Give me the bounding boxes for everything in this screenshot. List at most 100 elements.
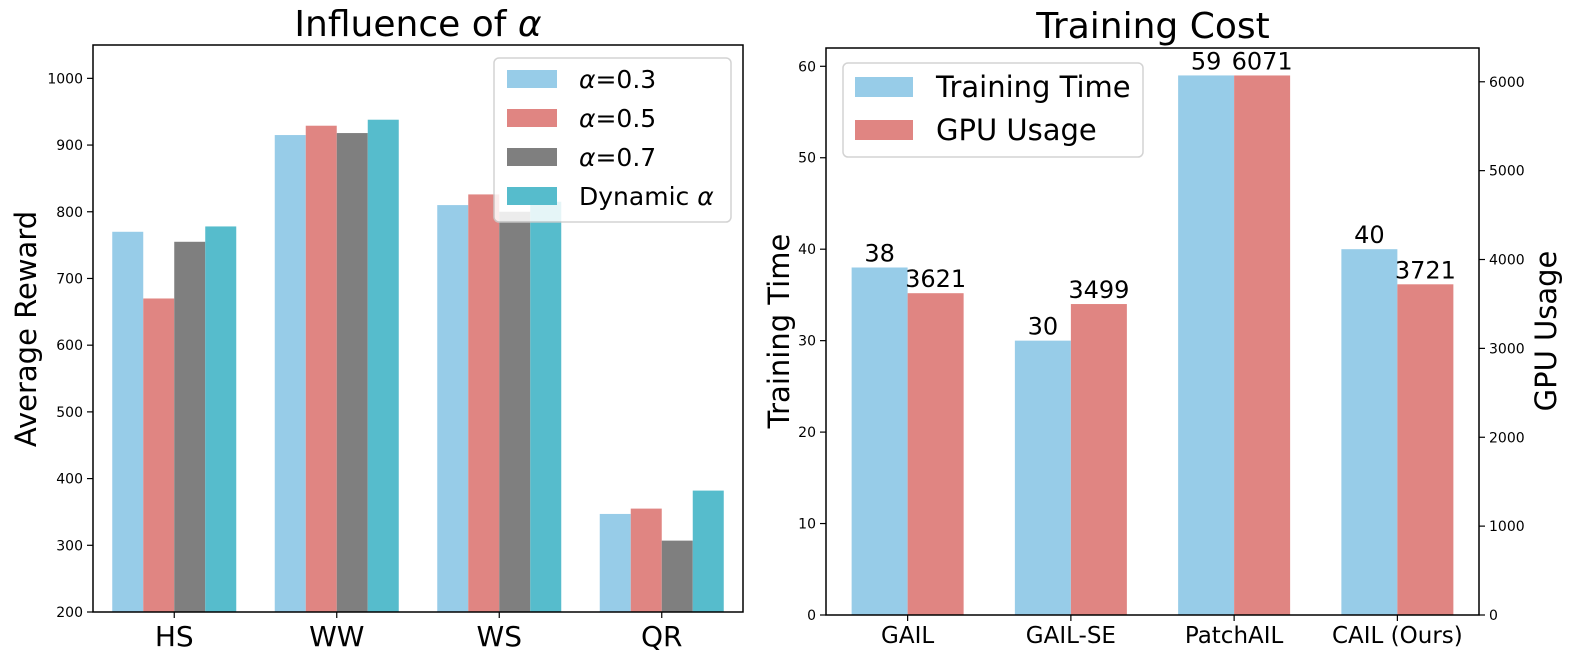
x-tick-label-gail-se: GAIL-SE bbox=[1026, 623, 1116, 649]
y-axis-label-left: Training Time bbox=[762, 234, 796, 430]
bar-gail-gpu-usage: GPU Usage / GAIL: 3621 bbox=[907, 293, 964, 615]
legend-swatch-training-time bbox=[855, 77, 913, 97]
legend-label-dynamic: Dynamic α bbox=[579, 182, 714, 211]
y-tick-label-right: 6000 bbox=[1489, 75, 1525, 91]
y-tick-label: 0 bbox=[807, 608, 816, 624]
legend-frame bbox=[842, 62, 1144, 158]
plot-frame bbox=[825, 47, 1480, 616]
legend-label-0-7: α=0.7 bbox=[579, 143, 656, 172]
y-tick-label-right: 4000 bbox=[1489, 253, 1525, 269]
data-label-gail-training-time: 38 bbox=[864, 239, 895, 267]
y-tick-label: 40 bbox=[798, 242, 816, 258]
y-tick-label: 10 bbox=[798, 517, 816, 533]
bar-gail-se-gpu-usage: GPU Usage / GAIL-SE: 3499 bbox=[1070, 304, 1127, 615]
legend-label-symbol: α bbox=[579, 65, 596, 94]
y-tick-label: 300 bbox=[56, 538, 83, 554]
x-ticks: GAIL GAIL-SE PatchAIL CAIL (Ours) bbox=[881, 615, 1463, 649]
x-tick-label-cail-ours: CAIL (Ours) bbox=[1332, 623, 1463, 649]
bar-patchail-training-time: Training Time / PatchAIL: 59 bbox=[1178, 75, 1235, 615]
bar-cail-ours-gpu-usage: GPU Usage / CAIL (Ours): 3721 bbox=[1397, 284, 1454, 615]
bars: Training Time / GAIL: 38GPU Usage / GAIL… bbox=[851, 75, 1454, 615]
bar-hs-0-3: α=0.3 / HS: 770 bbox=[112, 231, 144, 612]
bar-ww-0-3: α=0.3 / WW: 915 bbox=[274, 135, 306, 612]
legend-label-text: =0.3 bbox=[595, 65, 656, 94]
y-tick-label: 600 bbox=[56, 338, 83, 354]
y-tick-label-right: 5000 bbox=[1489, 164, 1525, 180]
bar-gail-training-time: Training Time / GAIL: 38 bbox=[851, 267, 908, 615]
legend-swatch-dynamic bbox=[507, 187, 557, 205]
bar-ws-dynamic: Dynamic α / WS: 815 bbox=[530, 201, 562, 612]
bar-hs-0-7: α=0.7 / HS: 755 bbox=[174, 241, 206, 612]
x-tick-label-gail: GAIL bbox=[881, 623, 934, 649]
legend: Training Time GPU Usage bbox=[842, 62, 1144, 158]
bar-qr-dynamic: Dynamic α / QR: 382 bbox=[692, 490, 724, 612]
bar-ww-dynamic: Dynamic α / WW: 938 bbox=[367, 119, 399, 613]
y-ticks-right: 0 1000 2000 3000 4000 5000 6000 bbox=[1479, 75, 1525, 624]
legend-label-0-3: α=0.3 bbox=[579, 65, 656, 94]
y-tick-label: 500 bbox=[56, 405, 83, 421]
legend-label-text: Dynamic bbox=[579, 182, 697, 211]
y-axis-label-right: GPU Usage bbox=[1529, 251, 1563, 412]
legend-frame bbox=[493, 57, 732, 223]
bar-ws-0-3: α=0.3 / WS: 810 bbox=[437, 205, 469, 612]
legend-label-training-time: Training Time bbox=[935, 70, 1131, 104]
bar-cail-ours-training-time: Training Time / CAIL (Ours): 40 bbox=[1341, 249, 1398, 615]
legend-label-symbol: α bbox=[579, 143, 596, 172]
data-labels: 38 3621 30 3499 59 6071 40 3721 bbox=[864, 47, 1456, 340]
bar-hs-0-5: α=0.5 / HS: 670 bbox=[143, 298, 175, 612]
bar-ws-0-5: α=0.5 / WS: 826 bbox=[468, 194, 500, 612]
x-tick-label-ww: WW bbox=[309, 620, 364, 653]
x-tick-label-ws: WS bbox=[477, 620, 522, 653]
data-label-patchail-training-time: 59 bbox=[1191, 47, 1222, 75]
bar-gail-se-training-time: Training Time / GAIL-SE: 30 bbox=[1014, 340, 1071, 615]
bar-qr-0-7: α=0.7 / QR: 307 bbox=[661, 540, 693, 612]
legend-swatch-0-5 bbox=[507, 109, 557, 127]
legend-label-gpu-usage: GPU Usage bbox=[936, 113, 1097, 147]
data-label-cail-ours-training-time: 40 bbox=[1354, 221, 1385, 249]
y-tick-label-right: 2000 bbox=[1489, 430, 1525, 446]
chart-influence-of-alpha: Influence of α α=0.3 / HS: 770α=0.5 / HS… bbox=[9, 4, 744, 653]
data-label-gail-gpu-usage: 3621 bbox=[905, 265, 966, 293]
x-ticks: HS WW WS QR bbox=[155, 612, 683, 653]
y-tick-label: 1000 bbox=[47, 71, 83, 87]
legend-label-symbol: α bbox=[579, 104, 596, 133]
y-tick-label: 800 bbox=[56, 205, 83, 221]
y-tick-label-right: 3000 bbox=[1489, 341, 1525, 357]
y-tick-label: 400 bbox=[56, 472, 83, 488]
y-ticks: 200 300 400 500 600 700 800 900 1000 bbox=[47, 71, 93, 621]
y-tick-label: 900 bbox=[56, 138, 83, 154]
y-ticks-left: 0 10 20 30 40 50 60 bbox=[798, 59, 826, 624]
x-tick-label-qr: QR bbox=[641, 620, 683, 653]
legend-label-text: =0.7 bbox=[595, 143, 656, 172]
bar-qr-0-3: α=0.3 / QR: 347 bbox=[599, 513, 631, 612]
data-label-gail-se-training-time: 30 bbox=[1028, 313, 1059, 341]
data-label-gail-se-gpu-usage: 3499 bbox=[1068, 276, 1129, 304]
bars: α=0.3 / HS: 770α=0.5 / HS: 670α=0.7 / HS… bbox=[112, 119, 724, 613]
y-tick-label: 20 bbox=[798, 425, 816, 441]
bar-qr-0-5: α=0.5 / QR: 355 bbox=[630, 508, 662, 612]
data-label-cail-ours-gpu-usage: 3721 bbox=[1395, 256, 1456, 284]
chart-title: Influence of α bbox=[294, 4, 541, 45]
legend-label-0-5: α=0.5 bbox=[579, 104, 656, 133]
bar-ws-0-7: α=0.7 / WS: 800 bbox=[499, 211, 531, 612]
y-tick-label: 700 bbox=[56, 271, 83, 287]
bar-ww-0-7: α=0.7 / WW: 918 bbox=[336, 133, 368, 612]
chart-training-cost: Training Cost Training Time / GAIL: 38GP… bbox=[762, 6, 1563, 649]
y-tick-label: 50 bbox=[798, 151, 816, 167]
bar-patchail-gpu-usage: GPU Usage / PatchAIL: 6071 bbox=[1234, 75, 1291, 615]
y-tick-label: 60 bbox=[798, 59, 816, 75]
bar-hs-dynamic: Dynamic α / HS: 778 bbox=[205, 226, 237, 612]
plot-frame bbox=[92, 44, 744, 613]
legend-label-text: =0.5 bbox=[595, 104, 656, 133]
legend-swatch-0-3 bbox=[507, 70, 557, 88]
legend-label-symbol: α bbox=[697, 182, 714, 211]
data-label-patchail-gpu-usage: 6071 bbox=[1232, 47, 1293, 75]
y-tick-label-right: 1000 bbox=[1489, 519, 1525, 535]
x-tick-label-hs: HS bbox=[155, 620, 194, 653]
x-tick-label-patchail: PatchAIL bbox=[1185, 623, 1284, 649]
legend-swatch-gpu-usage bbox=[855, 120, 913, 140]
bar-ww-0-5: α=0.5 / WW: 929 bbox=[305, 125, 337, 613]
legend-swatch-0-7 bbox=[507, 148, 557, 166]
